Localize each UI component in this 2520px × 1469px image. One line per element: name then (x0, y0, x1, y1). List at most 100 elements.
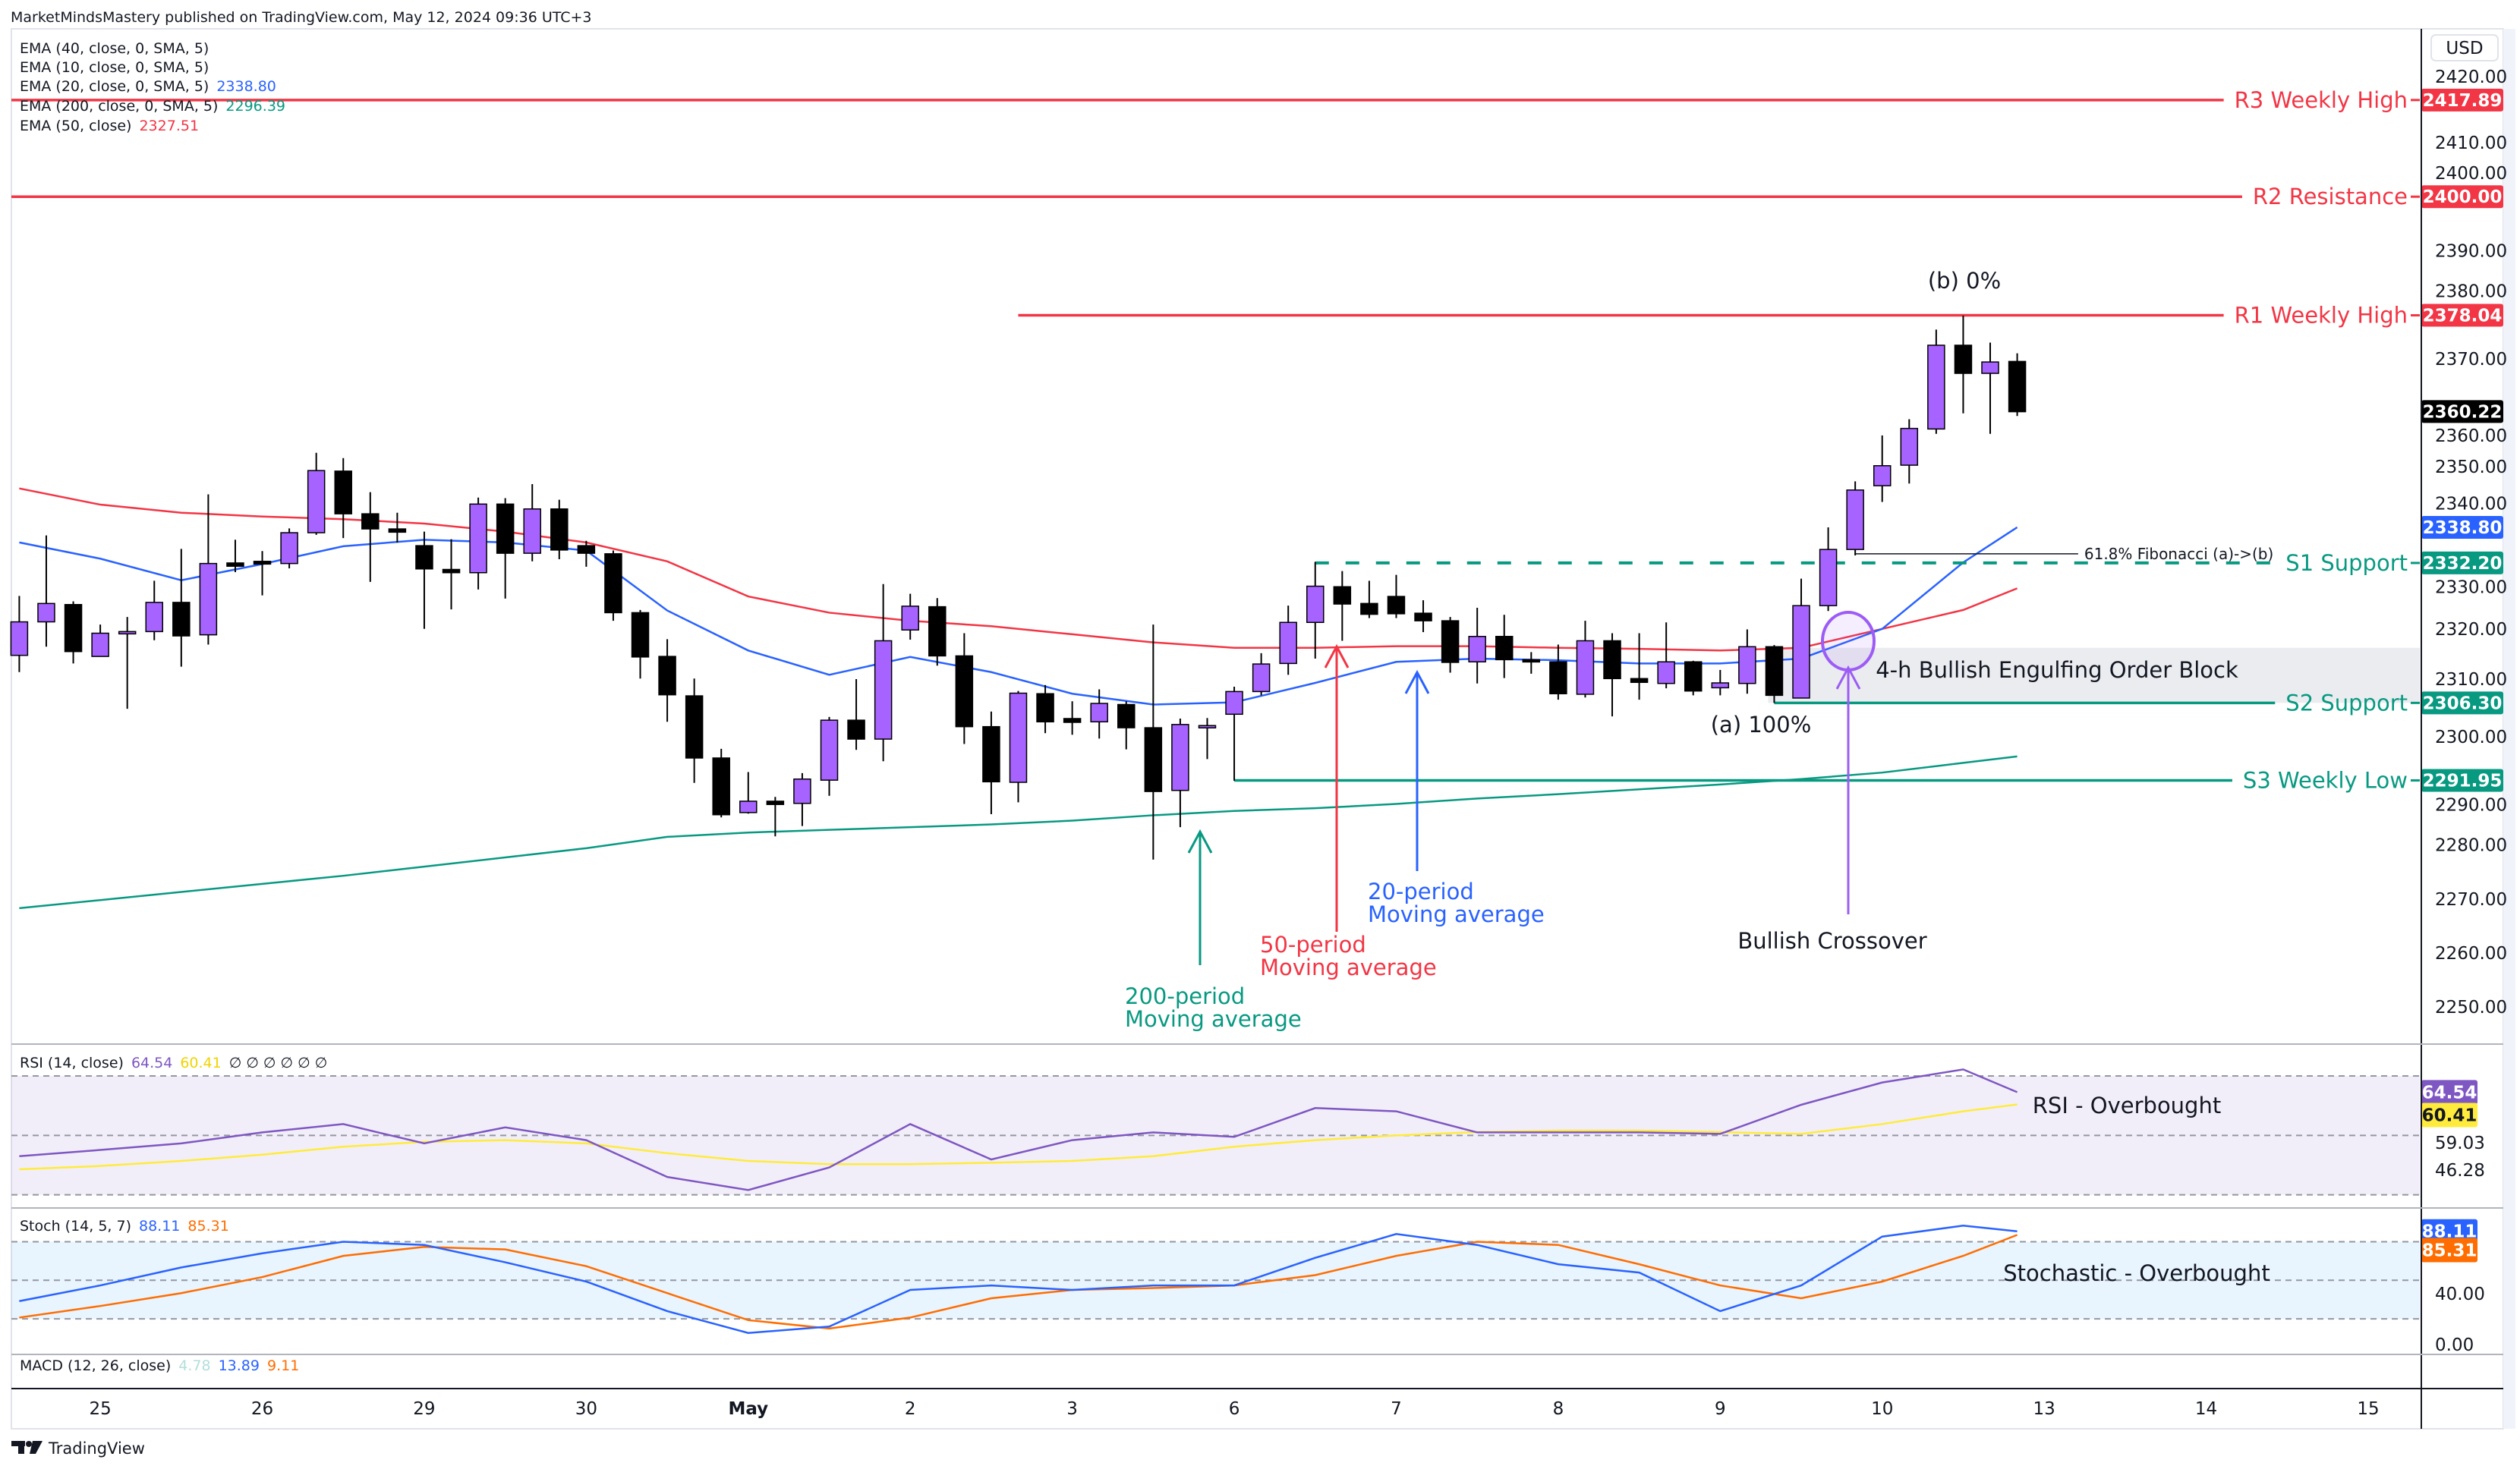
candle-bullish[interactable] (10, 621, 29, 656)
candle-bullish[interactable] (874, 640, 893, 740)
legend-ema10[interactable]: EMA (10, close, 0, SMA, 5) (20, 59, 209, 76)
candle-bullish[interactable] (118, 631, 137, 635)
candle-bearish[interactable] (1387, 596, 1406, 615)
candle-bearish[interactable] (1333, 586, 1352, 605)
candle-bullish[interactable] (307, 470, 326, 533)
candle-bullish[interactable] (1306, 585, 1325, 624)
candle-bullish[interactable] (1900, 427, 1919, 466)
candle-bullish[interactable] (1792, 605, 1810, 699)
candle-bullish[interactable] (1657, 661, 1675, 684)
candle-bearish[interactable] (1549, 661, 1567, 694)
order-block-zone[interactable] (1768, 647, 2420, 703)
candle-bullish[interactable] (1711, 682, 1730, 689)
legend-ema20[interactable]: EMA (20, close, 0, SMA, 5) 2338.80 (20, 78, 276, 95)
candle-bearish[interactable] (928, 606, 947, 657)
candles[interactable] (10, 315, 2027, 860)
candle-bearish[interactable] (847, 719, 865, 740)
candle-bullish[interactable] (199, 562, 218, 636)
candle-bullish[interactable] (1468, 636, 1486, 662)
candle-bearish[interactable] (1117, 703, 1136, 728)
currency-button[interactable] (2430, 34, 2499, 61)
candle-bearish[interactable] (1441, 620, 1460, 663)
candle-bullish[interactable] (1846, 489, 1864, 550)
candle-bullish[interactable] (1225, 690, 1243, 716)
candle-bullish[interactable] (1819, 549, 1838, 606)
legend-ema50[interactable]: EMA (50, close) 2327.51 (20, 118, 199, 134)
candle-bearish[interactable] (172, 602, 191, 637)
candle-bearish[interactable] (388, 528, 407, 533)
candle-bullish[interactable] (1252, 663, 1271, 693)
price-tick-label: 2380.00 (2435, 282, 2507, 302)
stoch-k-badge (2421, 1219, 2477, 1244)
candle-bullish[interactable] (91, 632, 109, 657)
candle-bullish[interactable] (793, 778, 811, 804)
candle-bullish[interactable] (145, 602, 163, 633)
candle-bearish[interactable] (415, 545, 433, 570)
candle-bearish[interactable] (1360, 602, 1378, 615)
candle-bearish[interactable] (1495, 636, 1514, 661)
order-block[interactable] (1768, 647, 2420, 703)
candle-bullish[interactable] (901, 606, 919, 631)
candle-bearish[interactable] (361, 513, 380, 530)
legend-ema200[interactable]: EMA (200, close, 0, SMA, 5) 2296.39 (20, 98, 285, 115)
tradingview-logo[interactable]: TradingView (11, 1439, 145, 1458)
candle-bearish[interactable] (1522, 659, 1541, 663)
candle-bullish[interactable] (1981, 361, 1999, 374)
candle-bullish[interactable] (523, 508, 541, 554)
candle-bullish[interactable] (1009, 692, 1028, 783)
candle-bullish[interactable] (1576, 640, 1595, 695)
candle-bearish[interactable] (64, 604, 83, 653)
candle-bullish[interactable] (1171, 724, 1189, 791)
price-badge (2421, 88, 2503, 112)
candle-bearish[interactable] (766, 801, 785, 805)
date-tick-label: May (728, 1399, 768, 1419)
candle-bullish[interactable] (1090, 703, 1108, 723)
legend-ema40[interactable]: EMA (40, close, 0, SMA, 5) (20, 40, 209, 57)
candle-bearish[interactable] (1414, 612, 1432, 621)
candle-bullish[interactable] (280, 532, 298, 565)
candle-bearish[interactable] (442, 568, 461, 574)
candle-bearish[interactable] (577, 545, 596, 554)
candle-bullish[interactable] (1927, 344, 1945, 430)
candle-bearish[interactable] (1063, 718, 1082, 723)
candle-bearish[interactable] (1630, 678, 1649, 684)
candle-bearish[interactable] (955, 655, 974, 728)
price-levels[interactable]: R3 Weekly High 2417.89 R2 Resistance 2400.0… (11, 87, 2503, 794)
ma50-label-line2: Moving average (1260, 955, 1437, 980)
candle-bearish[interactable] (982, 725, 1000, 783)
candle-bearish[interactable] (685, 695, 704, 759)
price-badge-text: 2306.30 (2423, 694, 2503, 713)
candle-bearish[interactable] (604, 553, 622, 614)
candle-bearish[interactable] (1954, 344, 1973, 374)
axes[interactable]: 2420.002410.002400.002390.002380.002370.… (89, 68, 2507, 1419)
candle-bearish[interactable] (631, 612, 650, 658)
candle-bearish[interactable] (1684, 661, 1703, 692)
candle-bearish[interactable] (1765, 646, 1784, 697)
candle-bearish[interactable] (496, 503, 515, 554)
candle-bearish[interactable] (226, 562, 244, 567)
candle-bullish[interactable] (1279, 621, 1297, 665)
stoch-axis-label: 40.00 (2435, 1285, 2485, 1304)
level-label-r2-resistance: R2 Resistance (2253, 184, 2408, 209)
candle-bullish[interactable] (1738, 646, 1756, 684)
candle-bearish[interactable] (1036, 693, 1054, 723)
stoch-legend[interactable]: Stoch (14, 5, 7) 88.11 85.31 (20, 1218, 229, 1235)
candle-bearish[interactable] (712, 757, 730, 816)
candle-bullish[interactable] (1873, 465, 1892, 486)
candle-bearish[interactable] (1603, 640, 1621, 680)
macd-legend[interactable]: MACD (12, 26, close) 4.78 13.89 9.11 (20, 1357, 299, 1374)
candle-bearish[interactable] (1144, 727, 1163, 792)
rsi-legend[interactable]: RSI (14, close) 64.54 60.41 ∅ ∅ ∅ ∅ ∅ ∅ (20, 1055, 327, 1071)
candle-bearish[interactable] (334, 470, 352, 514)
candle-bearish[interactable] (550, 508, 569, 551)
candle-bullish[interactable] (739, 801, 758, 813)
candle-bullish[interactable] (37, 602, 55, 623)
candle-bearish[interactable] (658, 656, 676, 696)
price-tick-label: 2370.00 (2435, 350, 2507, 370)
candle-bullish[interactable] (820, 719, 839, 781)
candle-bullish[interactable] (1198, 725, 1217, 728)
candle-bearish[interactable] (253, 561, 272, 565)
candle-bearish[interactable] (2008, 360, 2027, 413)
candle-bullish[interactable] (469, 503, 487, 574)
